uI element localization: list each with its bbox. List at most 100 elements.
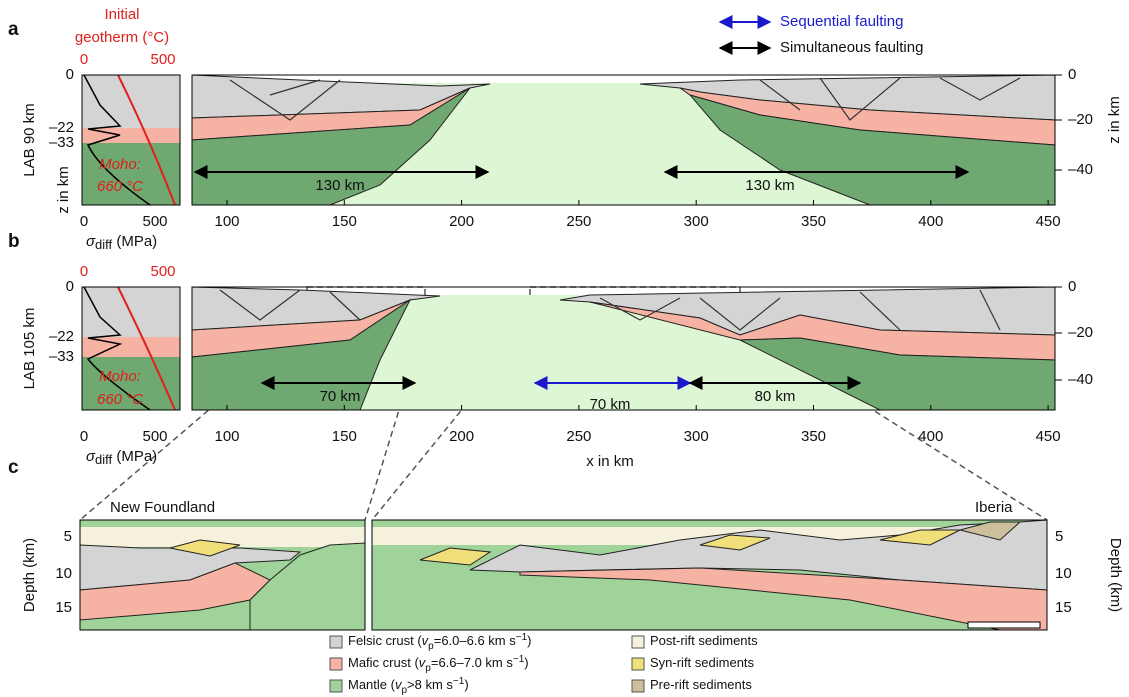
scale-bar bbox=[968, 622, 1040, 628]
label: b bbox=[8, 231, 20, 252]
label: 0 bbox=[80, 51, 88, 68]
label: LAB 105 km bbox=[21, 308, 38, 390]
label: 450 bbox=[1036, 213, 1061, 230]
label: 500 bbox=[142, 213, 167, 230]
name: Felsic crust ( bbox=[348, 633, 422, 648]
name: Pre-rift sediments bbox=[650, 677, 752, 692]
sup: −1 bbox=[453, 676, 465, 687]
label: 130 km bbox=[315, 177, 364, 194]
sup: −1 bbox=[516, 632, 528, 643]
label: 100 bbox=[214, 213, 239, 230]
label: 15 bbox=[55, 599, 72, 616]
label: z in km bbox=[1106, 96, 1123, 144]
label: –33 bbox=[49, 134, 74, 151]
label: 200 bbox=[449, 428, 474, 445]
label: 350 bbox=[801, 213, 826, 230]
swatch bbox=[330, 680, 342, 692]
subscript: diff bbox=[95, 452, 112, 467]
label: 0 bbox=[80, 263, 88, 280]
label: 300 bbox=[684, 428, 709, 445]
label: LAB 90 km bbox=[21, 103, 38, 176]
label: –40 bbox=[1068, 161, 1093, 178]
swatch bbox=[632, 636, 644, 648]
label: –22 bbox=[49, 328, 74, 345]
label: 450 bbox=[1036, 428, 1061, 445]
label: Moho: bbox=[99, 156, 141, 173]
label: Initial bbox=[104, 6, 139, 23]
unit: (MPa) bbox=[112, 233, 157, 250]
label: 300 bbox=[684, 213, 709, 230]
text: =6.6–7.0 km s bbox=[431, 655, 514, 670]
legend-label: Post-rift sediments bbox=[650, 633, 758, 648]
label: 0 bbox=[80, 428, 88, 445]
swatch bbox=[330, 636, 342, 648]
end: ) bbox=[524, 655, 528, 670]
label: –20 bbox=[1068, 111, 1093, 128]
label: Depth (km) bbox=[21, 538, 38, 612]
swatch bbox=[330, 658, 342, 670]
label: geotherm (°C) bbox=[75, 29, 169, 46]
swatch bbox=[632, 680, 644, 692]
label: 10 bbox=[55, 565, 72, 582]
label: z in km bbox=[55, 166, 72, 214]
stress-label: σdiff (MPa) bbox=[86, 233, 157, 252]
label: 5 bbox=[1055, 528, 1063, 545]
label: 200 bbox=[449, 213, 474, 230]
legend-label: Pre-rift sediments bbox=[650, 677, 752, 692]
label: 150 bbox=[332, 213, 357, 230]
label: 350 bbox=[801, 428, 826, 445]
label: Depth (km) bbox=[1107, 538, 1124, 612]
end: ) bbox=[464, 677, 468, 692]
text: =6.0–6.6 km s bbox=[434, 633, 517, 648]
label: 150 bbox=[332, 428, 357, 445]
label: x in km bbox=[586, 453, 634, 470]
label: 660 °C bbox=[97, 391, 143, 408]
label: –33 bbox=[49, 348, 74, 365]
label: Iberia bbox=[975, 499, 1013, 516]
label: 500 bbox=[142, 428, 167, 445]
legend-label: Mantle (vp>8 km s−1) bbox=[348, 676, 469, 696]
label: –40 bbox=[1068, 371, 1093, 388]
mantle bbox=[82, 143, 180, 205]
unit: (MPa) bbox=[112, 448, 157, 465]
label: 500 bbox=[150, 51, 175, 68]
legend-label: Syn-rift sediments bbox=[650, 655, 755, 670]
label: 10 bbox=[1055, 565, 1072, 582]
label: 0 bbox=[66, 278, 74, 295]
label: 70 km bbox=[320, 388, 361, 405]
label: 0 bbox=[66, 66, 74, 83]
figure: Sequential faultingSimultaneous faulting… bbox=[0, 0, 1129, 697]
name: Post-rift sediments bbox=[650, 633, 758, 648]
label: c bbox=[8, 457, 19, 478]
label: Moho: bbox=[99, 368, 141, 385]
name: Mafic crust ( bbox=[348, 655, 419, 670]
label: 15 bbox=[1055, 599, 1072, 616]
label: 0 bbox=[80, 213, 88, 230]
legend-label: Felsic crust (vp=6.0–6.6 km s−1) bbox=[348, 632, 532, 652]
name: Mantle ( bbox=[348, 677, 396, 692]
label: –20 bbox=[1068, 324, 1093, 341]
label: New Foundland bbox=[110, 499, 215, 516]
name: Syn-rift sediments bbox=[650, 655, 755, 670]
subscript: diff bbox=[95, 237, 112, 252]
label: 70 km bbox=[590, 396, 631, 413]
label: 80 km bbox=[755, 388, 796, 405]
label: 130 km bbox=[745, 177, 794, 194]
label: 0 bbox=[1068, 66, 1076, 83]
label: 660 °C bbox=[97, 178, 143, 195]
label: 400 bbox=[918, 428, 943, 445]
swatch bbox=[632, 658, 644, 670]
sup: −1 bbox=[513, 654, 525, 665]
label: 5 bbox=[64, 528, 72, 545]
stress-label: σdiff (MPa) bbox=[86, 448, 157, 467]
label: Simultaneous faulting bbox=[780, 39, 923, 56]
legend-label: Mafic crust (vp=6.6–7.0 km s−1) bbox=[348, 654, 529, 674]
label: 400 bbox=[918, 213, 943, 230]
label: 0 bbox=[1068, 278, 1076, 295]
label: 250 bbox=[566, 428, 591, 445]
label: a bbox=[8, 19, 19, 40]
text: >8 km s bbox=[407, 677, 453, 692]
label: 100 bbox=[214, 428, 239, 445]
end: ) bbox=[527, 633, 531, 648]
label: 250 bbox=[566, 213, 591, 230]
